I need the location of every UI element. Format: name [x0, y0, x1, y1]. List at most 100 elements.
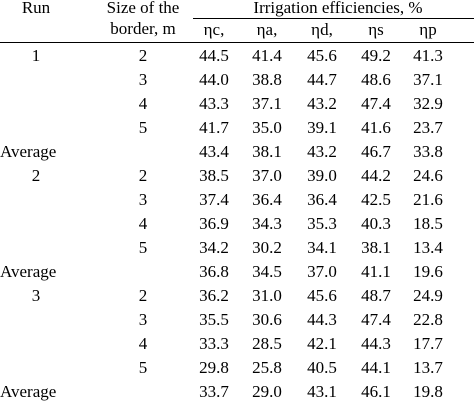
efficiency-value: 33.8 — [413, 142, 443, 161]
efficiency-value: 29.0 — [252, 382, 282, 401]
efficiency-value: 43.3 — [199, 94, 229, 113]
border-size: 5 — [138, 358, 148, 377]
column-header: ηc, — [203, 20, 225, 39]
efficiency-value: 47.4 — [361, 310, 391, 329]
efficiency-value: 49.2 — [361, 46, 391, 65]
border-size: 4 — [138, 214, 148, 233]
efficiency-value: 13.4 — [413, 238, 443, 257]
average-label: Average — [0, 262, 57, 281]
efficiency-value: 31.0 — [252, 286, 282, 305]
efficiency-value: 32.9 — [413, 94, 443, 113]
efficiency-value: 48.6 — [361, 70, 391, 89]
efficiency-value: 41.6 — [361, 118, 391, 137]
efficiency-value: 46.1 — [361, 382, 391, 401]
run-number: 1 — [31, 46, 41, 65]
efficiency-value: 33.7 — [199, 382, 229, 401]
border-size: 2 — [138, 166, 148, 185]
header-size-line1: Size of the — [106, 0, 180, 17]
efficiency-value: 19.6 — [413, 262, 443, 281]
average-label: Average — [0, 142, 57, 161]
efficiency-value: 43.1 — [307, 382, 337, 401]
run-number: 2 — [31, 166, 41, 185]
efficiency-value: 39.0 — [307, 166, 337, 185]
efficiency-value: 38.5 — [199, 166, 229, 185]
efficiency-value: 30.6 — [252, 310, 282, 329]
header-size-line2: border, m — [110, 19, 176, 38]
efficiency-value: 41.7 — [199, 118, 229, 137]
efficiency-value: 44.5 — [199, 46, 229, 65]
average-label: Average — [0, 382, 57, 401]
border-size: 2 — [138, 46, 148, 65]
border-size: 4 — [138, 334, 148, 353]
efficiency-value: 25.8 — [252, 358, 282, 377]
efficiency-value: 37.1 — [413, 70, 443, 89]
border-size: 3 — [138, 310, 148, 329]
efficiency-value: 34.3 — [252, 214, 282, 233]
efficiency-value: 47.4 — [361, 94, 391, 113]
efficiency-value: 17.7 — [413, 334, 443, 353]
efficiency-value: 35.5 — [199, 310, 229, 329]
efficiency-value: 44.3 — [361, 334, 391, 353]
efficiency-value: 42.5 — [361, 190, 391, 209]
efficiency-value: 44.3 — [307, 310, 337, 329]
efficiency-value: 48.7 — [361, 286, 391, 305]
efficiency-value: 42.1 — [307, 334, 337, 353]
efficiency-value: 33.3 — [199, 334, 229, 353]
header-run: Run — [21, 0, 51, 17]
column-header: ηs — [368, 20, 384, 39]
efficiency-value: 21.6 — [413, 190, 443, 209]
column-header: ηd, — [311, 20, 333, 39]
efficiency-value: 44.7 — [307, 70, 337, 89]
border-size: 2 — [138, 286, 148, 305]
efficiency-value: 37.1 — [252, 94, 282, 113]
efficiency-value: 41.1 — [361, 262, 391, 281]
efficiency-value: 43.2 — [307, 94, 337, 113]
efficiency-value: 43.4 — [199, 142, 229, 161]
efficiency-value: 39.1 — [307, 118, 337, 137]
efficiency-value: 37.4 — [199, 190, 229, 209]
header-group: Irrigation efficiencies, % — [253, 0, 423, 17]
efficiency-value: 41.3 — [413, 46, 443, 65]
group-underline — [193, 18, 474, 19]
run-number: 3 — [31, 286, 41, 305]
efficiency-value: 44.2 — [361, 166, 391, 185]
efficiency-value: 45.6 — [307, 286, 337, 305]
efficiency-value: 36.2 — [199, 286, 229, 305]
efficiency-value: 22.8 — [413, 310, 443, 329]
efficiency-value: 37.0 — [307, 262, 337, 281]
efficiency-value: 24.9 — [413, 286, 443, 305]
efficiency-value: 35.0 — [252, 118, 282, 137]
efficiency-value: 38.8 — [252, 70, 282, 89]
column-header: ηp — [419, 20, 437, 39]
efficiency-value: 13.7 — [413, 358, 443, 377]
efficiency-value: 45.6 — [307, 46, 337, 65]
efficiency-value: 36.9 — [199, 214, 229, 233]
column-header: ηa, — [256, 20, 278, 39]
efficiency-value: 18.5 — [413, 214, 443, 233]
efficiency-value: 34.5 — [252, 262, 282, 281]
header-rule — [0, 42, 474, 43]
efficiency-value: 23.7 — [413, 118, 443, 137]
efficiency-value: 36.4 — [252, 190, 282, 209]
efficiency-value: 34.1 — [307, 238, 337, 257]
efficiency-value: 38.1 — [361, 238, 391, 257]
efficiency-value: 19.8 — [413, 382, 443, 401]
efficiency-value: 29.8 — [199, 358, 229, 377]
efficiency-value: 28.5 — [252, 334, 282, 353]
efficiency-value: 35.3 — [307, 214, 337, 233]
border-size: 5 — [138, 118, 148, 137]
efficiency-value: 41.4 — [252, 46, 282, 65]
efficiency-value: 46.7 — [361, 142, 391, 161]
efficiency-value: 43.2 — [307, 142, 337, 161]
efficiency-value: 34.2 — [199, 238, 229, 257]
border-size: 4 — [138, 94, 148, 113]
efficiency-value: 36.4 — [307, 190, 337, 209]
efficiency-value: 36.8 — [199, 262, 229, 281]
border-size: 3 — [138, 190, 148, 209]
efficiency-value: 30.2 — [252, 238, 282, 257]
efficiency-value: 24.6 — [413, 166, 443, 185]
efficiency-value: 37.0 — [252, 166, 282, 185]
efficiency-value: 40.3 — [361, 214, 391, 233]
efficiency-value: 44.1 — [361, 358, 391, 377]
